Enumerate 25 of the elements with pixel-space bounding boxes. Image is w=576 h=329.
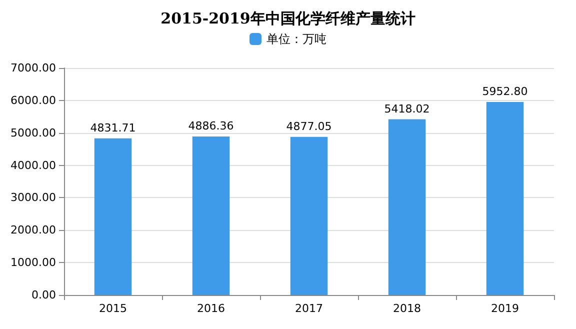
legend-label: 单位：万吨 [266, 32, 326, 46]
y-tick-label: 4000.00 [10, 158, 56, 172]
x-tick-label: 2015 [99, 302, 127, 315]
data-label: 4877.05 [286, 120, 332, 133]
bar [388, 119, 426, 295]
y-tick-label: 0.00 [32, 288, 56, 302]
x-tick-label: 2019 [491, 302, 519, 315]
data-label: 5418.02 [384, 102, 430, 116]
data-label: 4886.36 [188, 120, 234, 133]
data-label: 5952.80 [482, 84, 528, 98]
y-tick-label: 5000.00 [10, 126, 56, 140]
x-tick-label: 2017 [295, 302, 323, 315]
bar [192, 136, 230, 295]
y-tick-label: 7000.00 [10, 62, 56, 74]
y-tick-label: 6000.00 [10, 94, 56, 107]
y-tick-label: 1000.00 [10, 256, 56, 270]
bar [290, 136, 328, 295]
chart-title: 2015-2019年中国化学纤维产量统计 [160, 10, 416, 28]
y-tick-label: 2000.00 [10, 224, 56, 237]
x-tick-label: 2016 [197, 302, 225, 315]
bar [94, 138, 132, 295]
data-label: 4831.71 [90, 121, 136, 134]
bar [486, 102, 524, 295]
x-tick-label: 2018 [393, 302, 421, 315]
y-tick-label: 3000.00 [10, 191, 56, 204]
